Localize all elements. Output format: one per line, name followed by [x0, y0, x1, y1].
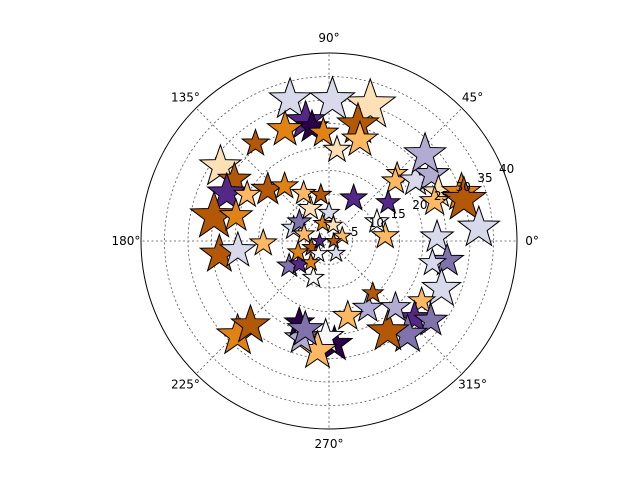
data-point-9	[322, 134, 352, 163]
data-point-60	[361, 280, 385, 304]
data-point-58	[379, 290, 412, 322]
data-point-20	[218, 230, 257, 267]
data-point-37	[324, 231, 343, 249]
r-tick-label-25: 25	[434, 189, 449, 203]
theta-tick-label-45: 45°	[462, 90, 483, 104]
data-point-25	[296, 194, 324, 220]
data-point-16	[269, 170, 300, 199]
data-point-23	[286, 207, 313, 234]
r-tick-label-30: 30	[456, 180, 471, 194]
r-gridline-35	[164, 76, 494, 406]
data-point-59	[351, 291, 384, 322]
data-point-34	[331, 225, 353, 245]
theta-tick-label-315: 315°	[458, 378, 487, 392]
data-point-18	[218, 197, 254, 232]
data-point-61	[370, 220, 400, 249]
data-point-8	[340, 119, 380, 157]
polar-frame	[140, 52, 518, 430]
theta-tick-label-270: 270°	[315, 437, 344, 451]
data-point-76	[286, 239, 310, 263]
data-point-28	[338, 182, 369, 211]
theta-tick-label-180: 180°	[112, 234, 141, 248]
data-point-2	[267, 76, 313, 119]
data-point-27	[309, 182, 333, 205]
data-point-57	[365, 308, 410, 351]
data-point-1	[308, 75, 357, 121]
r-tick-label-35: 35	[477, 171, 492, 185]
r-tick-label-20: 20	[412, 198, 427, 212]
data-point-17	[189, 190, 240, 238]
data-point-52	[420, 267, 463, 307]
data-point-36	[322, 214, 344, 234]
data-point-5	[265, 109, 305, 146]
points-layer	[189, 75, 501, 369]
r-tick-label-5: 5	[351, 225, 359, 239]
data-point-48	[456, 204, 501, 247]
data-point-42	[412, 154, 451, 191]
data-point-0	[343, 77, 397, 128]
theta-tick-label-0: 0°	[525, 234, 539, 248]
labels-layer: 0° 45° 90° 135° 180° 225° 270° 315° 5 10 15 20 25 30 3…	[112, 31, 539, 451]
data-point-43	[402, 131, 448, 174]
data-point-55	[413, 301, 449, 336]
data-point-47	[418, 184, 451, 216]
frame-layer	[140, 52, 518, 430]
data-point-51	[417, 247, 448, 276]
data-point-62	[363, 207, 391, 233]
data-point-71	[229, 303, 272, 343]
r-tick-label-10: 10	[369, 216, 384, 230]
data-point-74	[301, 265, 326, 288]
r-tick-label-40: 40	[499, 162, 514, 176]
data-point-21	[248, 227, 278, 256]
data-point-32	[308, 242, 329, 263]
data-point-40	[374, 188, 402, 214]
data-point-26	[290, 179, 317, 205]
theta-tick-label-90: 90°	[318, 31, 339, 45]
data-point-35	[310, 231, 329, 249]
data-point-69	[331, 299, 364, 331]
data-point-46	[440, 175, 488, 220]
data-point-6	[307, 116, 340, 147]
data-point-30	[312, 212, 333, 233]
data-point-24	[292, 221, 316, 245]
data-point-10	[240, 127, 271, 156]
data-point-68	[286, 309, 325, 346]
data-point-29	[317, 200, 341, 223]
data-point-49	[419, 218, 455, 253]
r-tick-label-15: 15	[390, 207, 405, 221]
data-point-14	[232, 179, 262, 208]
theta-tick-label-135: 135°	[171, 90, 200, 104]
data-point-13	[206, 171, 248, 211]
data-point-33	[325, 242, 347, 262]
data-point-53	[406, 285, 437, 314]
theta-tick-label-225: 225°	[171, 378, 200, 392]
